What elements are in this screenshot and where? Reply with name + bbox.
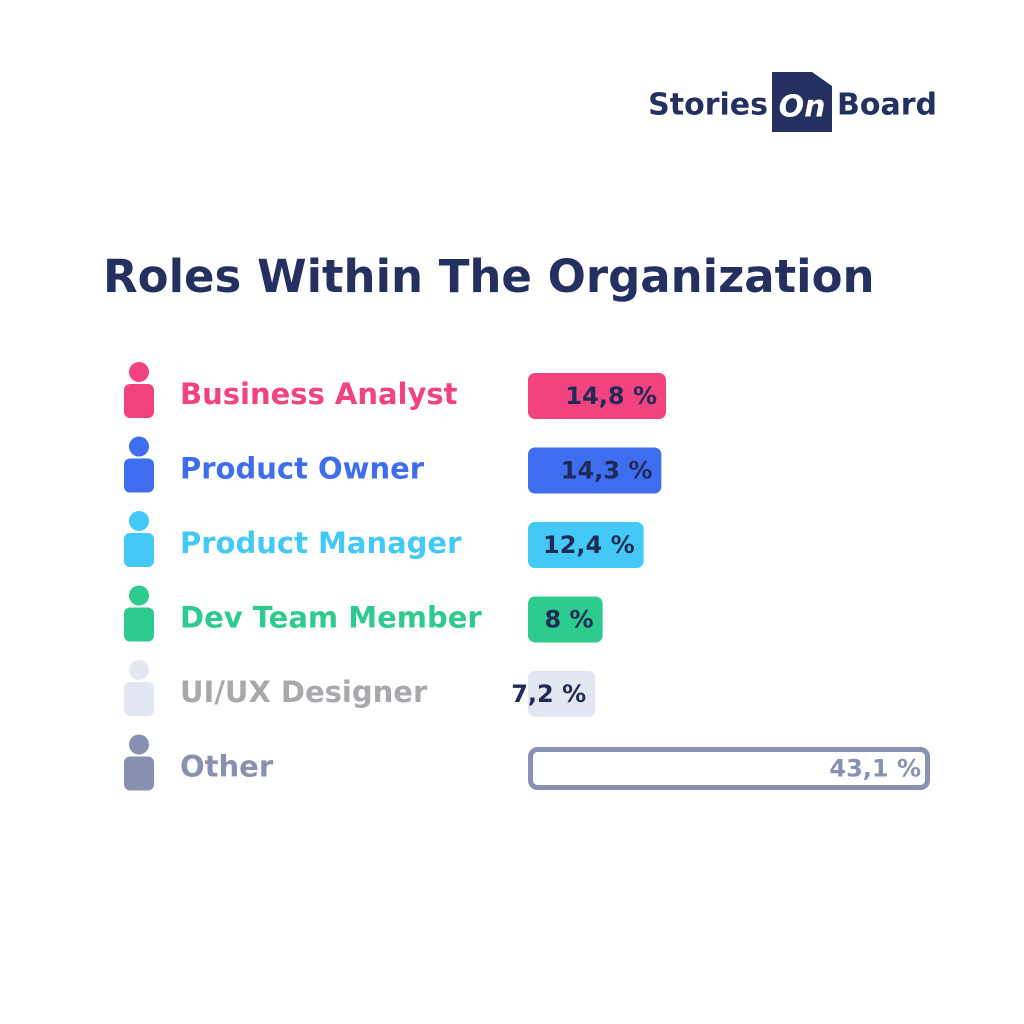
person-icon-head: [129, 436, 149, 457]
value-label: 14,8 %: [565, 382, 657, 410]
bar: [528, 747, 930, 790]
category-label: Other: [180, 750, 274, 784]
chart-title: Roles Within The Organization: [103, 250, 875, 303]
value-label: 8 %: [545, 606, 594, 634]
bar: [528, 373, 667, 419]
person-icon-body: [124, 756, 154, 791]
logo-text: Stories: [648, 88, 768, 123]
logo-text: On: [779, 90, 826, 125]
person-icon-body: [124, 458, 154, 493]
row: Product Owner 14,3 %: [124, 436, 662, 494]
category-label: Business Analyst: [180, 377, 458, 411]
value-label: 43,1 %: [829, 755, 921, 783]
category-label: UI/UX Designer: [180, 675, 428, 709]
row: Other 43,1 %: [124, 734, 930, 791]
person-icon-head: [129, 660, 149, 680]
bar: [528, 671, 596, 717]
bar: [528, 596, 603, 643]
person-icon-body: [124, 533, 154, 567]
value-label: 7,2 %: [511, 680, 586, 708]
value-label: 14,3 %: [561, 457, 653, 485]
logo-corner: [812, 72, 832, 86]
bar: [528, 522, 644, 568]
logo-text: Board: [837, 88, 937, 123]
row: Dev Team Member 8 %: [124, 585, 603, 643]
row: Business Analyst 14,8 %: [124, 362, 667, 419]
person-icon-head: [129, 362, 149, 382]
category-label: Product Manager: [180, 526, 462, 560]
person-icon-head: [129, 511, 149, 531]
bar: [528, 447, 662, 494]
logo-box: [772, 72, 832, 132]
person-icon-body: [124, 682, 154, 716]
person-icon-body: [124, 607, 154, 642]
value-label: 12,4 %: [543, 531, 635, 559]
row: Product Manager 12,4 %: [124, 511, 644, 568]
category-label: Product Owner: [180, 452, 425, 486]
person-icon-head: [129, 734, 149, 755]
row: UI/UX Designer 7,2 %: [124, 660, 596, 717]
category-label: Dev Team Member: [180, 601, 482, 635]
person-icon-head: [129, 585, 149, 606]
logo: Stories On Board: [648, 72, 937, 132]
person-icon-body: [124, 384, 154, 418]
